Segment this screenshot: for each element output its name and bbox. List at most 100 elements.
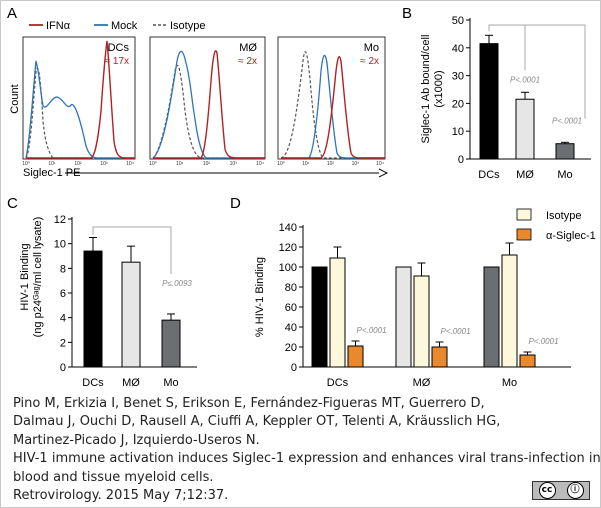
x-tick-label: 10³ — [352, 161, 360, 167]
citation-line: Pino M, Erkizia I, Benet S, Erikson E, F… — [13, 396, 485, 411]
dcs-mock-curve — [25, 60, 135, 159]
x-tick-label: MØ — [413, 377, 431, 389]
p-value-label: P≤.0093 — [162, 279, 192, 288]
panel-c: C HIV-1 Binding (ng p24ᴳᵃᵍ/ml cell lysat… — [7, 195, 197, 389]
y-tick-label: 40 — [452, 43, 464, 55]
x-tick-label: DCs — [478, 169, 500, 181]
y-tick-label: 50 — [452, 15, 464, 27]
p-value-label: P<.0001 — [440, 327, 470, 336]
panel-d: D % HIV-1 Binding Isotype α-Siglec-1 0 20… — [230, 195, 596, 389]
x-tick-label: 10⁴ — [376, 161, 384, 167]
y-tick-label: 4 — [60, 313, 66, 325]
legend-ifn: IFNα — [46, 20, 71, 32]
citation-line: Martinez-Picado J, Izquierdo-Useros N. — [13, 432, 260, 448]
subplot-mo-title: MØ — [239, 42, 257, 54]
y-tick-label: 60 — [285, 302, 297, 314]
panel-c-letter: C — [7, 195, 18, 212]
p-value-label: P<.0001 — [552, 116, 582, 125]
x-tick-label: 10² — [327, 161, 335, 167]
y-tick-label: 12 — [54, 214, 66, 226]
x-tick-label: MØ — [122, 377, 140, 389]
bar-1-1 — [413, 275, 430, 368]
dcs-ifn-curve — [26, 40, 135, 159]
subplot-dcs-fold: ≈ 17x — [105, 56, 129, 67]
x-tick-label: 10⁰ — [277, 161, 285, 167]
panel-a-xlabel: Siglec-1 PE — [23, 167, 80, 179]
bar-2-2 — [519, 354, 536, 368]
bar-0 — [83, 250, 103, 368]
y-tick-label: 80 — [285, 282, 297, 294]
legend-isotype-box — [516, 208, 532, 221]
monocyte-isotype-curve — [280, 51, 385, 159]
x-tick-label: 10³ — [100, 161, 108, 167]
x-tick-label: Mo — [557, 169, 572, 181]
cc-license-badge[interactable]: cc ⓘ — [532, 481, 590, 500]
panel-a-letter: A — [7, 5, 17, 22]
p-value-label: P<.0001 — [528, 337, 558, 346]
x-tick-label: 10¹ — [302, 161, 310, 167]
x-tick-label: 10¹ — [176, 161, 184, 167]
y-tick-label: 10 — [54, 239, 66, 251]
y-tick-label: 8 — [60, 263, 66, 275]
x-tick-label: 10¹ — [48, 161, 56, 167]
significance-bracket — [488, 24, 586, 119]
x-tick-label: 10⁰ — [22, 161, 30, 167]
bar-1 — [121, 261, 141, 368]
subplot-dcs-title: DCs — [108, 42, 130, 54]
x-tick-label: DCs — [82, 377, 104, 389]
bar-1 — [515, 98, 535, 160]
chart-b: 0 10 20 30 40 50 DCs MØ P<.0001 Mo P<.0001 — [452, 15, 591, 181]
x-tick-label: MØ — [516, 169, 534, 181]
panel-b-ylabel-2: (x1000) — [433, 70, 445, 107]
panel-d-ylabel: % HIV-1 Binding — [254, 257, 266, 337]
y-tick-label: 30 — [452, 71, 464, 83]
y-tick-label: 0 — [291, 362, 297, 374]
bar-0-1 — [329, 257, 346, 368]
subplot-mono-title: Mo — [364, 42, 379, 54]
cc-icon: cc — [538, 482, 556, 499]
by-icon: ⓘ — [566, 482, 584, 499]
panel-a-ylabel: Count — [9, 84, 21, 113]
y-tick-label: 2 — [60, 337, 66, 349]
monocyte-ifn-curve — [281, 56, 385, 159]
x-tick-label: 10² — [203, 161, 211, 167]
histogram-monocyte: Mo ≈ 2x — [277, 36, 386, 160]
p-value-label: P<.0001 — [356, 326, 386, 335]
x-tick-label: 10⁴ — [256, 161, 264, 167]
figure-canvas: A IFNα Mock Isotype Count DCs ≈ 17x MØ ≈… — [7, 5, 596, 389]
histogram-dcs: DCs ≈ 17x — [22, 36, 136, 160]
y-tick-label: 20 — [452, 98, 464, 110]
bar-2 — [555, 143, 575, 160]
legend-d-isotype: Isotype — [546, 210, 581, 222]
x-tick-label: 10² — [74, 161, 82, 167]
x-tick-label: 10⁴ — [126, 161, 134, 167]
histogram-macrophage: MØ ≈ 2x — [149, 36, 266, 160]
bar-2 — [161, 319, 181, 368]
y-tick-label: 40 — [285, 322, 297, 334]
x-tick-label: DCs — [327, 377, 349, 389]
legend-isotype: Isotype — [170, 20, 205, 32]
panel-d-letter: D — [230, 195, 241, 212]
y-tick-label: 0 — [60, 362, 66, 374]
citation-line: Dalmau J, Ouchi D, Rausell A, Ciuffi A, … — [13, 414, 501, 430]
bar-2-1 — [501, 254, 518, 368]
y-tick-label: 10 — [452, 126, 464, 138]
citation-block: Pino M, Erkizia I, Benet S, Erikson E, F… — [13, 395, 601, 505]
y-tick-label: 0 — [458, 154, 464, 166]
bar-1-0 — [395, 266, 412, 368]
bar-0-0 — [311, 266, 328, 368]
macrophage-ifn-curve — [153, 50, 265, 159]
legend-antisiglec-box — [516, 228, 532, 241]
y-tick-label: 20 — [285, 342, 297, 354]
significance-bracket — [92, 226, 172, 274]
citation-line: Retrovirology. 2015 May 7;12:37. — [13, 488, 229, 504]
chart-c: 0 2 4 6 8 10 12 DCs MØ Mo P≤.0093 — [54, 214, 197, 389]
bar-0 — [479, 43, 499, 160]
panel-b-ylabel-1: Siglec-1 Ab bound/cell — [420, 35, 432, 144]
bar-1-2 — [431, 346, 448, 368]
monocyte-mock-curve — [281, 54, 385, 159]
legend-mock: Mock — [111, 20, 138, 32]
x-tick-label: Mo — [502, 377, 517, 389]
panel-c-ylabel-2: (ng p24ᴳᵃᵍ/ml cell lysate) — [32, 217, 44, 338]
